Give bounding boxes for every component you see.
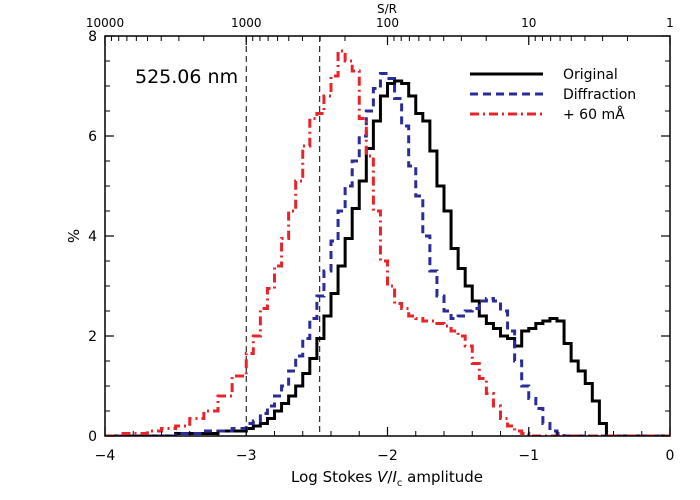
y-axis-label: % (64, 229, 82, 243)
y-tick-label: 0 (88, 429, 97, 445)
top-tick-label: 1000 (231, 16, 262, 30)
threshold-lines (245, 36, 321, 436)
bottom-axis: −4 −3 −2 −1 0 (95, 427, 675, 464)
legend-label-2: + 60 mÅ (563, 106, 625, 123)
legend-label-1: Diffraction (563, 87, 636, 103)
top-tick-label: 100 (376, 16, 399, 30)
wavelength-annotation: 525.06 nm (135, 66, 238, 88)
y-tick-label: 4 (88, 229, 97, 245)
x-tick-label: −1 (518, 448, 539, 464)
legend-label-0: Original (563, 67, 618, 83)
top-axis: 10000 1000 100 10 1 (86, 16, 674, 45)
x-tick-label: −4 (95, 448, 116, 464)
series-0-line (105, 79, 670, 436)
x-tick-label: −3 (236, 448, 257, 464)
x-tick-label: −2 (377, 448, 398, 464)
x-axis-label: Log Stokes V/Ic amplitude (291, 468, 483, 489)
top-tick-label: 10000 (86, 16, 124, 30)
left-axis: 0 2 4 6 8 (88, 29, 670, 445)
x-tick-label: 0 (666, 448, 675, 464)
y-tick-label: 8 (88, 29, 97, 45)
top-axis-label: S/R (377, 2, 397, 16)
legend: Original Diffraction + 60 mÅ (470, 67, 636, 123)
top-tick-label: 10 (521, 16, 536, 30)
top-tick-label: 1 (666, 16, 674, 30)
series-1-line (105, 72, 670, 436)
y-tick-label: 6 (88, 129, 97, 145)
y-tick-label: 2 (88, 329, 97, 345)
